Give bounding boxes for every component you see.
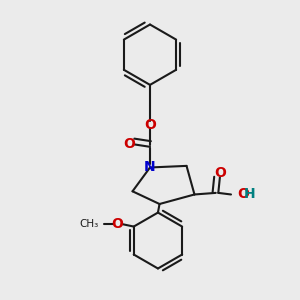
Text: O: O	[214, 166, 226, 180]
Text: N: N	[144, 160, 156, 175]
Text: O: O	[237, 188, 249, 202]
Text: O: O	[144, 118, 156, 132]
Text: H: H	[244, 188, 255, 202]
Text: O: O	[123, 137, 135, 151]
Text: O: O	[111, 217, 123, 231]
Text: CH₃: CH₃	[80, 219, 99, 229]
